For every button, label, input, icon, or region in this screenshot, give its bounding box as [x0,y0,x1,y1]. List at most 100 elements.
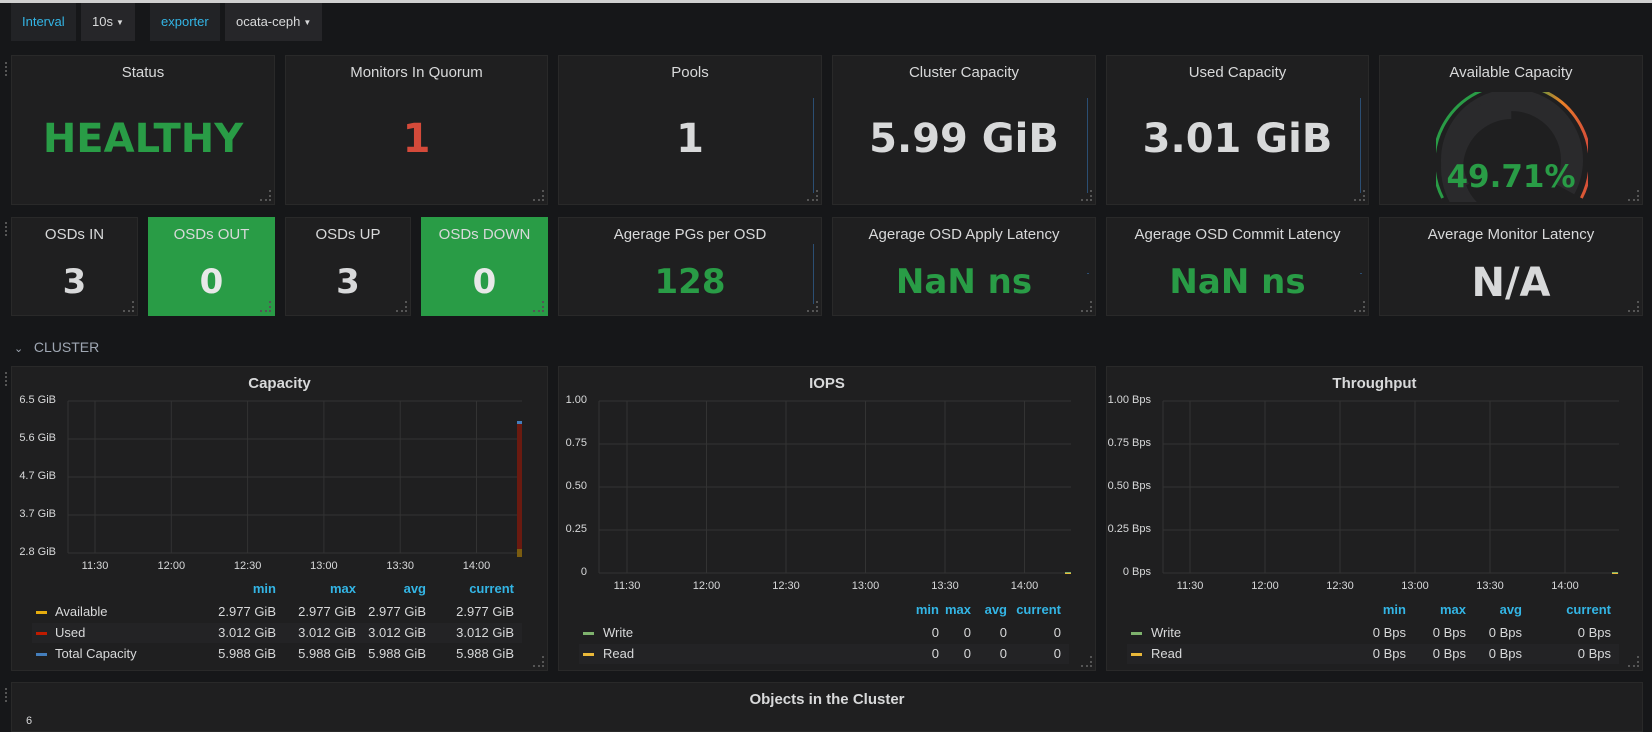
objects-graph-panel[interactable]: Objects in the Cluster 6 [11,682,1643,732]
panel-resize-handle[interactable] [1081,190,1092,201]
legend-header-max[interactable]: max [329,581,356,596]
interval-variable-label: Interval [11,3,76,41]
legend-value-avg: 3.012 GiB [368,625,426,640]
series-color-swatch[interactable] [583,632,594,635]
series-name[interactable]: Read [603,646,635,661]
status-panel[interactable]: Status HEALTHY [11,55,275,205]
legend-header-avg[interactable]: avg [1499,602,1522,617]
series-color-swatch[interactable] [36,611,47,614]
osds-in-panel[interactable]: OSDs IN 3 [11,217,138,316]
panel-resize-handle[interactable] [533,301,544,312]
cluster-capacity-panel[interactable]: Cluster Capacity 5.99 GiB [832,55,1096,205]
iops-graph-panel[interactable]: IOPS 1.00 0.75 0.50 0.25 0 11:30 12:00 12:30 13… [558,366,1096,671]
panel-resize-handle[interactable] [1628,656,1639,667]
caret-down-icon: ▼ [303,18,312,27]
panel-title: Average Monitor Latency [1427,226,1595,243]
series-name[interactable]: Read [1151,646,1183,661]
osd-apply-latency-panel[interactable]: Agerage OSD Apply Latency NaN ns [832,217,1096,316]
capacity-graph-panel[interactable]: Capacity 6.5 GiB 5.6 GiB 4.7 GiB 3.7 GiB 2.8… [11,366,548,671]
used-capacity-panel[interactable]: Used Capacity 3.01 GiB [1106,55,1369,205]
panel-resize-handle[interactable] [1081,656,1092,667]
osds-out-value: 0 [199,262,224,302]
available-capacity-panel[interactable]: Available Capacity 49.71% [1379,55,1643,205]
panel-title: Used Capacity [1188,64,1287,81]
legend-row[interactable]: Write 0 0 0 0 [579,623,1069,643]
legend-header-min[interactable]: min [915,602,939,617]
panel-resize-handle[interactable] [260,301,271,312]
panel-resize-handle[interactable] [1628,190,1639,201]
legend-value-current: 5.988 GiB [456,646,514,661]
panel-resize-handle[interactable] [1354,301,1365,312]
cluster-row-header[interactable]: ⌄ CLUSTER [14,337,99,357]
osds-up-panel[interactable]: OSDs UP 3 [285,217,411,316]
sparkline [1360,273,1362,274]
osd-commit-latency-panel[interactable]: Agerage OSD Commit Latency NaN ns [1106,217,1369,316]
legend-header-current[interactable]: current [1566,602,1611,617]
legend-row[interactable]: Total Capacity 5.988 GiB 5.988 GiB 5.988 Gi… [32,644,522,664]
series-name[interactable]: Available [55,604,108,619]
row-drag-handle[interactable] [5,688,11,702]
pools-value: 1 [676,116,704,162]
legend-header-min[interactable]: min [252,581,276,596]
legend-value-current: 0 [1053,646,1061,661]
legend-row[interactable]: Used 3.012 GiB 3.012 GiB 3.012 GiB 3.012 GiB [32,623,522,643]
exporter-dropdown[interactable]: ocata-ceph ▼ [225,3,323,41]
legend-header-current[interactable]: current [469,581,514,596]
osds-down-panel[interactable]: OSDs DOWN 0 [421,217,548,316]
legend-value-min: 3.012 GiB [218,625,276,640]
panel-resize-handle[interactable] [807,301,818,312]
legend-value-avg: 0 [999,646,1007,661]
legend-value-max: 3.012 GiB [298,625,356,640]
grid [1162,400,1619,574]
panel-resize-handle[interactable] [1628,301,1639,312]
legend-header-max[interactable]: max [944,602,971,617]
x-tick-label: 13:30 [931,580,959,592]
legend-row[interactable]: Write 0 Bps 0 Bps 0 Bps 0 Bps [1127,623,1619,643]
series-name[interactable]: Write [1151,625,1182,640]
series-color-swatch[interactable] [1131,653,1142,656]
row-drag-handle[interactable] [5,62,11,76]
panel-title: Capacity [248,375,311,392]
apply-latency-value: NaN ns [895,262,1033,302]
legend-header-avg[interactable]: avg [984,602,1007,617]
legend-row[interactable]: Read 0 Bps 0 Bps 0 Bps 0 Bps [1127,644,1619,664]
series-name[interactable]: Write [603,625,634,640]
panel-resize-handle[interactable] [533,656,544,667]
interval-dropdown[interactable]: 10s ▼ [81,3,135,41]
monitor-latency-panel[interactable]: Average Monitor Latency N/A [1379,217,1643,316]
y-tick-label: 6.5 GiB [19,394,56,406]
row-drag-handle[interactable] [5,372,11,386]
legend-row[interactable]: Available 2.977 GiB 2.977 GiB 2.977 GiB 2.97… [32,602,522,622]
window-top-border [0,0,1652,3]
sparkline [813,244,814,304]
average-pgs-per-osd-panel[interactable]: Agerage PGs per OSD 128 [558,217,822,316]
legend-header-max[interactable]: max [1439,602,1466,617]
sparkline [1087,98,1088,193]
pools-panel[interactable]: Pools 1 [558,55,822,205]
series-color-swatch[interactable] [36,653,47,656]
panel-resize-handle[interactable] [260,190,271,201]
series-name[interactable]: Total Capacity [55,646,137,661]
panel-title: Available Capacity [1449,64,1573,81]
panel-resize-handle[interactable] [807,190,818,201]
osds-out-panel[interactable]: OSDs OUT 0 [148,217,275,316]
row-drag-handle[interactable] [5,222,11,236]
series-color-swatch[interactable] [36,632,47,635]
legend-row[interactable]: Read 0 0 0 0 [579,644,1069,664]
legend-header-current[interactable]: current [1016,602,1061,617]
panel-resize-handle[interactable] [123,301,134,312]
panel-resize-handle[interactable] [396,301,407,312]
panel-resize-handle[interactable] [1354,190,1365,201]
panel-resize-handle[interactable] [533,190,544,201]
legend-header-min[interactable]: min [1382,602,1406,617]
monitors-in-quorum-panel[interactable]: Monitors In Quorum 1 [285,55,548,205]
series-name[interactable]: Used [55,625,86,640]
throughput-graph-panel[interactable]: Throughput 1.00 Bps 0.75 Bps 0.50 Bps 0.25 … [1106,366,1643,671]
series-color-swatch[interactable] [1131,632,1142,635]
panel-resize-handle[interactable] [1081,301,1092,312]
legend-header-avg[interactable]: avg [403,581,426,596]
series-color-swatch[interactable] [583,653,594,656]
y-tick-label: 4.7 GiB [19,470,56,482]
panel-title: OSDs IN [44,226,105,243]
panel-title: OSDs UP [315,226,381,243]
